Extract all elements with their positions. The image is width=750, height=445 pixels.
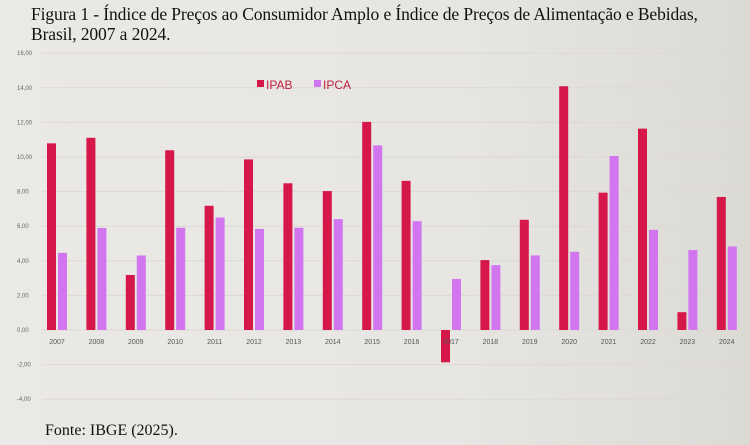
y-tick-label: -2,00: [17, 363, 31, 369]
y-tick-label: 4,00: [17, 259, 29, 265]
bar-ipca-2017: [452, 278, 461, 330]
bar-ipca-2007: [58, 252, 67, 330]
bar-ipab-2012: [244, 159, 253, 330]
y-tick-label: 0,00: [17, 328, 29, 334]
bar-ipca-2009: [136, 255, 146, 330]
bar-ipab-2011: [204, 205, 214, 330]
bar-ipab-2018: [480, 260, 490, 330]
bar-ipca-2010: [176, 227, 186, 330]
x-tick-label: 2013: [286, 339, 302, 346]
bar-ipab-2019: [519, 219, 529, 330]
x-tick-label: 2017: [443, 339, 459, 346]
bar-ipab-2020: [559, 86, 569, 330]
y-tick-label: 6,00: [17, 224, 29, 230]
x-tick-label: 2007: [49, 339, 65, 346]
bar-ipca-2015: [373, 145, 383, 330]
legend-label-ipab: IPAB: [266, 78, 292, 92]
bar-ipab-2022: [638, 128, 647, 330]
bar-ipca-2014: [333, 219, 343, 330]
bar-ipca-2012: [255, 228, 264, 330]
bar-ipca-2011: [215, 217, 225, 330]
x-tick-label: 2022: [640, 339, 656, 346]
x-tick-label: 2015: [364, 339, 380, 346]
bar-ipab-2007: [47, 143, 56, 330]
x-tick-label: 2009: [128, 339, 144, 346]
bar-ipab-2008: [86, 137, 96, 330]
y-tick-label: -4,00: [17, 397, 31, 403]
bar-ipab-2013: [283, 183, 293, 330]
x-tick-label: 2019: [522, 339, 538, 346]
bar-ipab-2009: [125, 274, 135, 330]
y-tick-label: 12,00: [17, 120, 33, 126]
bar-ipab-2024: [716, 196, 726, 330]
x-tick-label: 2014: [325, 339, 341, 346]
x-tick-label: 2011: [207, 339, 222, 346]
bar-ipab-2014: [322, 191, 332, 330]
bar-ipca-2013: [294, 227, 304, 330]
bar-ipab-2023: [677, 312, 687, 330]
source-note: Fonte: IBGE (2025).: [45, 422, 178, 439]
figure-title: Figura 1 - Índice de Preços ao Consumido…: [31, 4, 698, 44]
y-tick-label: 2,00: [17, 293, 29, 299]
y-tick-label: 10,00: [17, 155, 33, 161]
x-tick-label: 2021: [601, 339, 617, 346]
bar-ipab-2016: [401, 180, 411, 330]
y-tick-label: 8,00: [17, 190, 29, 196]
x-tick-label: 2010: [167, 339, 183, 346]
x-tick-label: 2008: [89, 339, 105, 346]
x-tick-label: 2020: [561, 339, 577, 346]
bar-ipca-2022: [649, 229, 658, 330]
bar-ipab-2017: [441, 330, 450, 363]
bar-ipca-2008: [97, 227, 107, 330]
bar-ipab-2021: [598, 192, 608, 330]
bar-ipab-2010: [165, 150, 175, 330]
x-tick-label: 2024: [719, 339, 735, 346]
x-tick-label: 2012: [246, 339, 262, 346]
bar-ipca-2019: [530, 255, 540, 330]
x-tick-label: 2016: [404, 339, 420, 346]
bar-ipca-2020: [570, 251, 580, 330]
legend-swatch-ipca: [314, 80, 321, 87]
bar-ipca-2023: [688, 250, 698, 330]
y-tick-label: 16,00: [17, 51, 33, 57]
bar-ipca-2018: [491, 265, 501, 330]
legend-label-ipca: IPCA: [323, 78, 351, 92]
bar-ipca-2021: [609, 155, 619, 330]
bar-ipca-2016: [412, 221, 422, 330]
y-tick-label: 14,00: [17, 86, 33, 92]
legend-swatch-ipab: [257, 80, 264, 87]
bar-ipab-2015: [362, 121, 372, 330]
bar-ipca-2024: [727, 246, 737, 330]
x-tick-label: 2023: [680, 339, 696, 346]
x-tick-label: 2018: [483, 339, 499, 346]
